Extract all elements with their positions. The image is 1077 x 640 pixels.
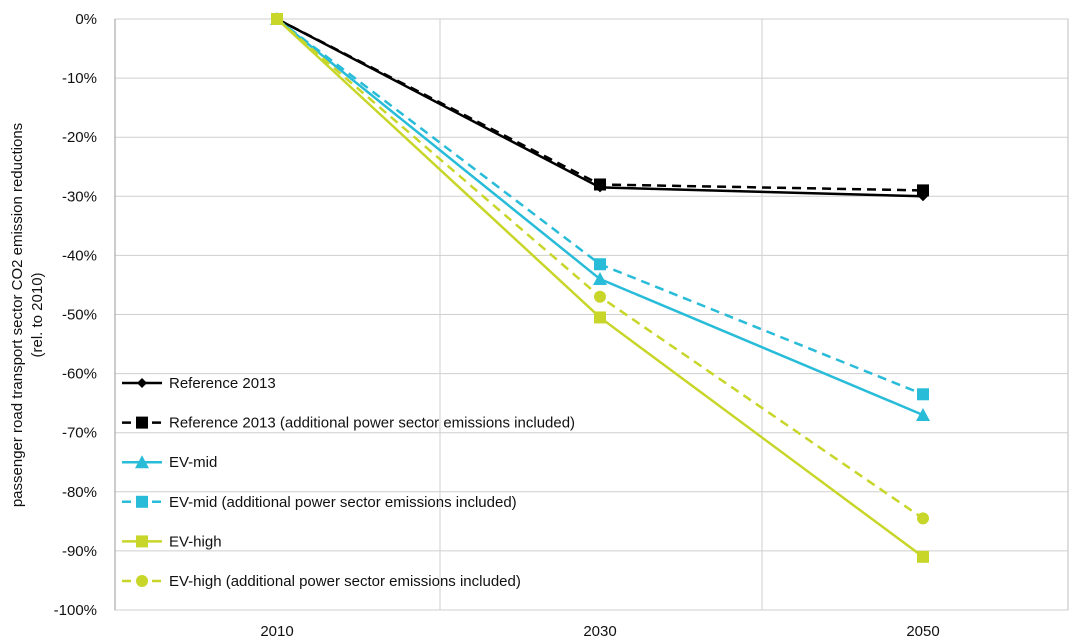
series-5	[271, 13, 929, 563]
y-axis-title-line2: (rel. to 2010)	[29, 272, 46, 357]
y-axis-ticks: 0% -10% -20% -30% -40% -50% -60% -70% -80% -90% -1…	[54, 11, 97, 619]
series-line	[276, 17, 924, 192]
series-line	[276, 18, 924, 396]
y-tick-label: -60%	[62, 366, 97, 383]
data-point	[594, 290, 606, 303]
legend-label: EV-mid (additional power sector emission…	[169, 494, 517, 511]
y-tick-label: -100%	[54, 602, 97, 619]
legend-label: EV-high	[169, 533, 222, 550]
legend-item: EV-mid (additional power sector emission…	[122, 494, 517, 511]
series-6	[271, 13, 929, 525]
legend-marker	[136, 416, 148, 429]
data-point	[917, 550, 929, 563]
x-tick-label: 2030	[583, 623, 616, 640]
data-point	[594, 178, 606, 191]
legend-item: EV-mid	[122, 454, 217, 471]
data-point	[271, 13, 283, 25]
y-tick-label: -10%	[62, 70, 97, 87]
data-point	[594, 311, 606, 324]
legend-label: Reference 2013 (additional power sector …	[169, 415, 575, 432]
legend-marker	[135, 455, 149, 469]
legend-label: Reference 2013	[169, 375, 276, 392]
data-point	[593, 272, 607, 286]
y-tick-label: -90%	[62, 543, 97, 560]
y-tick-label: -30%	[62, 188, 97, 205]
y-tick-label: -20%	[62, 129, 97, 146]
data-point	[594, 258, 606, 271]
series-3	[270, 12, 930, 421]
x-axis-ticks: 2010 2030 2050	[260, 623, 939, 640]
y-tick-label: -50%	[62, 307, 97, 324]
legend-item: EV-high (additional power sector emissio…	[122, 573, 521, 590]
y-tick-label: -40%	[62, 247, 97, 264]
series-line	[276, 18, 924, 558]
series-4	[271, 13, 929, 401]
series-lines	[270, 12, 930, 563]
data-point	[917, 184, 929, 197]
legend: Reference 2013 Reference 2013 (additional…	[122, 375, 575, 590]
y-tick-label: 0%	[75, 11, 97, 28]
legend-marker	[137, 378, 147, 388]
legend-label: EV-mid	[169, 454, 217, 471]
legend-marker	[136, 495, 148, 508]
legend-marker	[136, 575, 148, 587]
legend-marker	[136, 535, 148, 548]
legend-item: Reference 2013	[122, 375, 276, 392]
legend-item: EV-high	[122, 533, 222, 550]
legend-label: EV-high (additional power sector emissio…	[169, 573, 521, 590]
x-tick-label: 2010	[260, 623, 293, 640]
data-point	[917, 512, 929, 525]
x-tick-label: 2050	[906, 623, 939, 640]
data-point	[917, 388, 929, 401]
legend-item: Reference 2013 (additional power sector …	[122, 415, 575, 432]
y-tick-label: -70%	[62, 425, 97, 442]
series-1	[272, 14, 928, 202]
data-point	[916, 407, 930, 421]
y-tick-label: -80%	[62, 484, 97, 501]
y-axis-title: passenger road transport sector CO2 emis…	[9, 123, 26, 507]
